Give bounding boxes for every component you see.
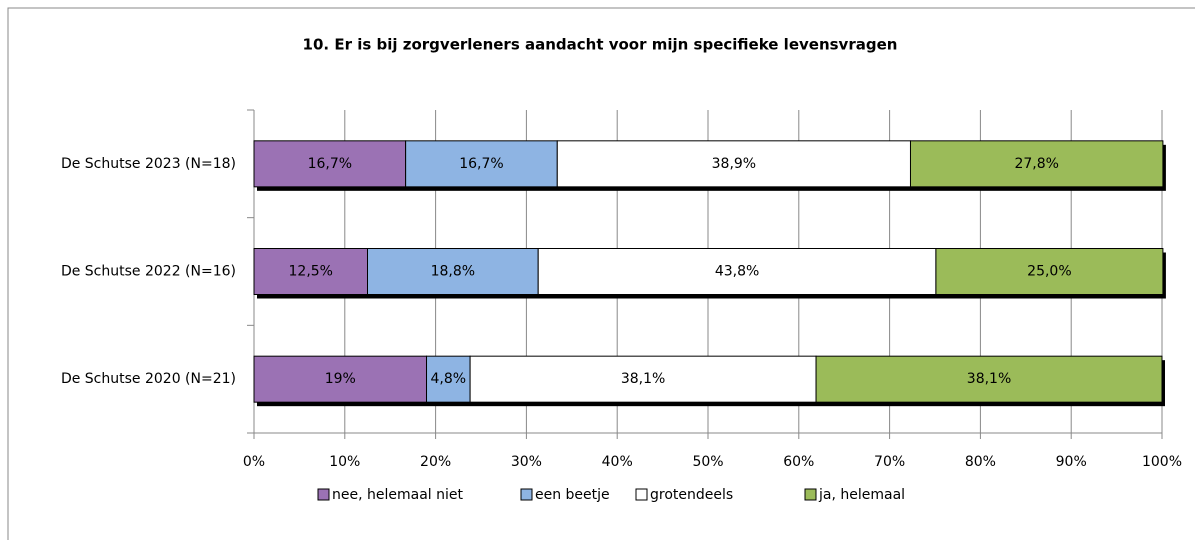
bar — [253, 140, 407, 188]
legend-swatch — [635, 488, 648, 501]
value-label: 38,1% — [967, 371, 1011, 387]
x-tick-label: 10% — [329, 454, 360, 470]
bar — [935, 248, 1164, 295]
bar — [426, 355, 471, 403]
bar — [253, 248, 368, 295]
bar — [253, 355, 428, 403]
x-tick-label: 100% — [1142, 454, 1182, 470]
legend-label: een beetje — [535, 487, 610, 503]
value-label: 16,7% — [308, 156, 352, 172]
x-tick-label: 0% — [243, 454, 265, 470]
x-tick-label: 90% — [1056, 454, 1087, 470]
value-label: 18,8% — [431, 264, 475, 280]
bar — [537, 248, 937, 295]
x-tick-label: 60% — [783, 454, 814, 470]
x-tick-label: 80% — [965, 454, 996, 470]
y-tick-label: De Schutse 2023 (N=18) — [61, 156, 236, 172]
legend-swatch — [520, 488, 533, 501]
value-label: 16,7% — [459, 156, 503, 172]
legend-label: ja, helemaal — [818, 487, 905, 503]
bar — [367, 248, 539, 295]
y-tick-label: De Schutse 2022 (N=16) — [61, 264, 236, 280]
value-label: 43,8% — [715, 264, 759, 280]
value-label: 25,0% — [1027, 264, 1071, 280]
bar — [405, 140, 558, 188]
y-tick-label: De Schutse 2020 (N=21) — [61, 371, 236, 387]
value-label: 27,8% — [1014, 156, 1058, 172]
value-label: 4,8% — [431, 371, 467, 387]
legend-label: nee, helemaal niet — [332, 487, 464, 503]
value-label: 38,1% — [621, 371, 665, 387]
value-label: 38,9% — [712, 156, 756, 172]
bar — [815, 355, 1163, 403]
x-tick-label: 20% — [420, 454, 451, 470]
x-tick-label: 40% — [602, 454, 633, 470]
chart-title: 10. Er is bij zorgverleners aandacht voo… — [303, 36, 898, 54]
value-label: 12,5% — [289, 264, 333, 280]
legend-swatch — [317, 488, 330, 501]
x-tick-label: 70% — [874, 454, 905, 470]
x-tick-label: 30% — [511, 454, 542, 470]
bar — [909, 140, 1164, 188]
legend-swatch — [804, 488, 817, 501]
legend-label: grotendeels — [650, 487, 733, 503]
x-tick-label: 50% — [692, 454, 723, 470]
value-label: 19% — [325, 371, 356, 387]
